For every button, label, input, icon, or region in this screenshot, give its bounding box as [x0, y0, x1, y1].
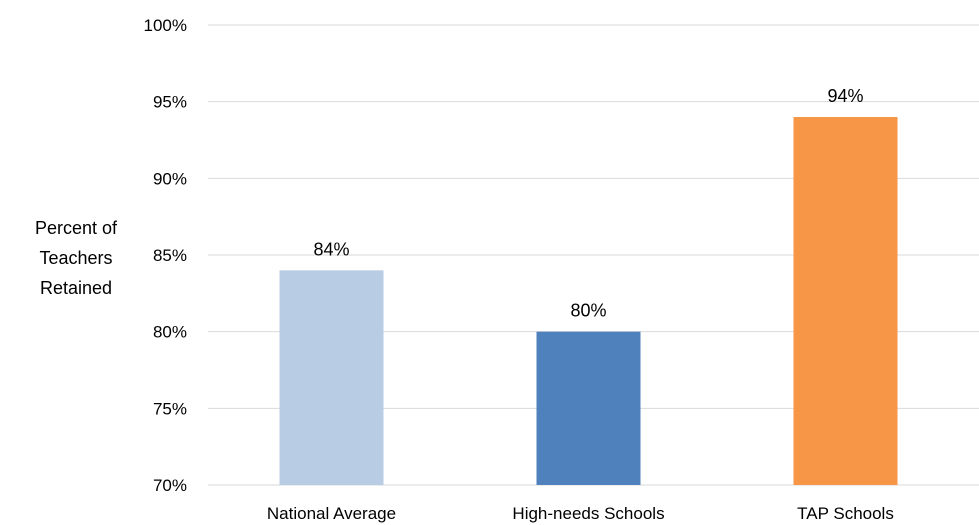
bars [279, 117, 898, 485]
x-category-label: TAP Schools [797, 504, 894, 523]
y-tick-label: 85% [153, 246, 187, 265]
y-axis-tick-labels: 70% 75% 80% 85% 90% 95% 100% [144, 16, 187, 495]
y-axis-label-line: Teachers [39, 248, 112, 268]
y-tick-label: 70% [153, 476, 187, 495]
y-tick-label: 100% [144, 16, 187, 35]
bar [536, 331, 641, 485]
y-axis-label-line: Percent of [35, 218, 118, 238]
y-axis-label: Percent of Teachers Retained [35, 218, 118, 298]
y-tick-label: 95% [153, 93, 187, 112]
data-label: 84% [313, 239, 349, 259]
x-category-label: High-needs Schools [512, 504, 664, 523]
data-labels: 84% 80% 94% [313, 86, 863, 321]
y-tick-label: 90% [153, 169, 187, 188]
bar [279, 270, 384, 485]
x-category-label: National Average [267, 504, 396, 523]
data-label: 94% [827, 86, 863, 106]
y-tick-label: 75% [153, 399, 187, 418]
x-axis-category-labels: National Average High-needs Schools TAP Sc… [267, 504, 894, 523]
y-tick-label: 80% [153, 323, 187, 342]
data-label: 80% [570, 301, 606, 321]
bar [793, 117, 898, 485]
y-axis-label-line: Retained [40, 278, 112, 298]
